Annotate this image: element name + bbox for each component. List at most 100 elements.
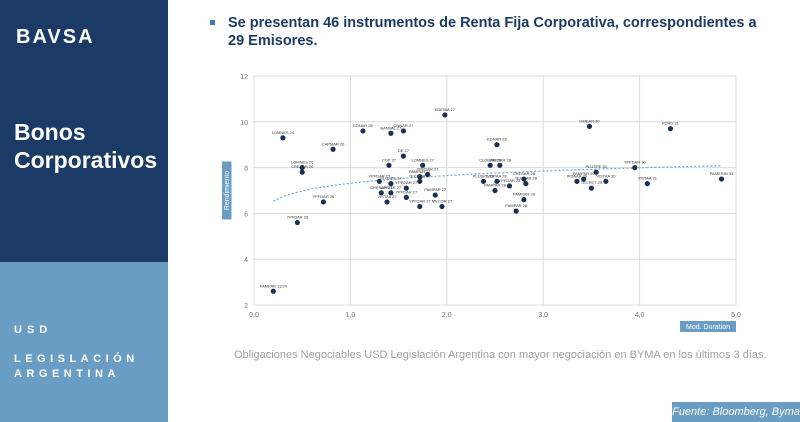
data-point-label: CRESAR 28: [489, 157, 512, 162]
footnote: Obligaciones Negociables USD Legislación…: [234, 349, 767, 361]
chart-trendline: [273, 165, 722, 202]
data-point-label: EDNAR 26: [353, 123, 373, 128]
data-point-label: YPFDAR 27: [417, 166, 440, 171]
x-axis-title-box: [680, 321, 736, 332]
data-point-label: CRESAR 26: [291, 164, 314, 169]
y-axis-title: Rendimiento: [222, 161, 232, 220]
data-point-label: VISTAA 31: [638, 176, 658, 181]
data-point: [480, 178, 487, 184]
data-point-label: CNNAR 27: [394, 123, 415, 128]
data-point: [330, 146, 336, 152]
data-point: [523, 181, 529, 187]
data-point-label: LOMNES 24: [272, 130, 295, 135]
data-point-label: CRESAR 27: [370, 185, 393, 190]
data-point: [294, 219, 300, 226]
y-tick-label: 2: [244, 303, 248, 310]
data-point-label: YPFDAR 27: [395, 189, 418, 194]
data-point-label: TECOAR 27: [409, 173, 432, 178]
data-point-label: VISTAA 28: [487, 173, 507, 178]
data-point: [581, 176, 587, 182]
y-axis-title-text: Rendimiento: [224, 171, 231, 210]
data-point-label: PAMPAR 29: [573, 171, 596, 176]
x-tick-label: 1,0: [346, 312, 356, 319]
data-point-label: PLUSPE 28: [473, 173, 495, 178]
data-point-label: EDNAR 28: [487, 137, 507, 142]
data-point: [588, 185, 594, 191]
data-point: [403, 185, 409, 191]
x-tick-label: 3,0: [538, 312, 548, 319]
y-tick-label: 4: [244, 257, 248, 264]
data-point-label: PLUSPE 27: [380, 176, 402, 181]
data-point: [360, 128, 366, 134]
data-point: [513, 208, 519, 214]
x-axis-title-text: Mod. Duration: [686, 324, 730, 331]
data-point: [603, 178, 609, 184]
headline: Se presentan 46 instrumentos de Renta Fi…: [228, 15, 757, 49]
data-point-label: IRSAAR 29: [567, 173, 588, 178]
bullet-icon: [210, 20, 215, 25]
data-point: [497, 162, 503, 168]
data-point: [439, 203, 445, 210]
trendline: [273, 165, 722, 202]
data-point: [299, 169, 305, 175]
data-point: [403, 194, 409, 200]
data-point-label: CPALLE 27: [381, 185, 402, 190]
data-point-label: CGP 27: [382, 157, 397, 162]
data-point: [442, 112, 448, 118]
data-point: [388, 130, 394, 136]
data-point-label: DE 27: [398, 148, 410, 153]
data-point: [417, 174, 423, 180]
data-point-label: VISTAA 30: [596, 173, 616, 178]
data-point-label: TECOAR 28: [515, 176, 538, 181]
data-point: [299, 165, 305, 171]
data-point-label: BANVAL 27: [380, 125, 402, 130]
data-point-label: PAMPAR 27: [409, 169, 432, 174]
data-point-label: GMEAR 30: [579, 118, 600, 123]
sidebar-title: Bonos Corporativos: [14, 119, 158, 173]
data-point-label: PAMPAR 28: [484, 183, 507, 188]
data-point: [432, 192, 438, 198]
data-point-label: PAMPAR 28: [505, 203, 528, 208]
data-point: [494, 142, 500, 148]
data-point: [424, 171, 431, 178]
data-point-label: PAMPAR 11/24: [260, 283, 288, 288]
data-point: [320, 199, 327, 205]
data-point: [718, 176, 725, 182]
data-point-label: EDENIA 27: [435, 107, 456, 112]
data-point: [384, 199, 390, 205]
y-tick-label: 10: [240, 120, 248, 127]
x-tick-label: 0,0: [249, 312, 259, 319]
y-tick-label: 6: [244, 211, 248, 218]
data-point: [417, 203, 423, 210]
data-point-label: YPFDAR 26: [286, 215, 309, 220]
data-point: [400, 128, 407, 134]
data-point: [386, 162, 392, 168]
sidebar-subtitle-legislation: LEGISLACIÓN ARGENTINA: [14, 353, 139, 380]
chart-axes: 2 4 6 8 10 12 0,0 1,0 2,0 3,0 4,0 5,0 Rendimiento Mod…: [222, 74, 741, 332]
data-point-label: LOMNES 27: [411, 157, 434, 162]
data-point-label: YPFDAR 27: [409, 199, 432, 204]
data-point: [417, 178, 423, 184]
data-point: [494, 178, 500, 184]
data-point: [492, 187, 498, 194]
data-point: [487, 162, 493, 168]
data-point-label: CRESAR 28: [513, 171, 536, 176]
data-point-label: PCRD 31: [662, 121, 680, 126]
data-point-label: CLDEAR 26: [479, 157, 502, 162]
chart-grid: [253, 75, 737, 306]
data-point-label: PAMERIN 33: [710, 171, 734, 176]
data-point-label: YPFDAR 26: [313, 194, 336, 199]
data-point-label: PAMPAR 28: [513, 192, 536, 197]
y-tick-label: 12: [240, 74, 248, 81]
data-point: [574, 178, 580, 184]
y-axis-title-box: [222, 161, 232, 220]
data-point: [270, 288, 276, 294]
x-tick-label: 2,0: [442, 312, 452, 319]
data-point: [376, 178, 382, 184]
data-point: [280, 135, 286, 141]
data-point: [388, 190, 394, 196]
data-point: [644, 181, 650, 187]
data-point-label: VISTAA 27: [377, 194, 397, 199]
data-point: [506, 183, 513, 189]
